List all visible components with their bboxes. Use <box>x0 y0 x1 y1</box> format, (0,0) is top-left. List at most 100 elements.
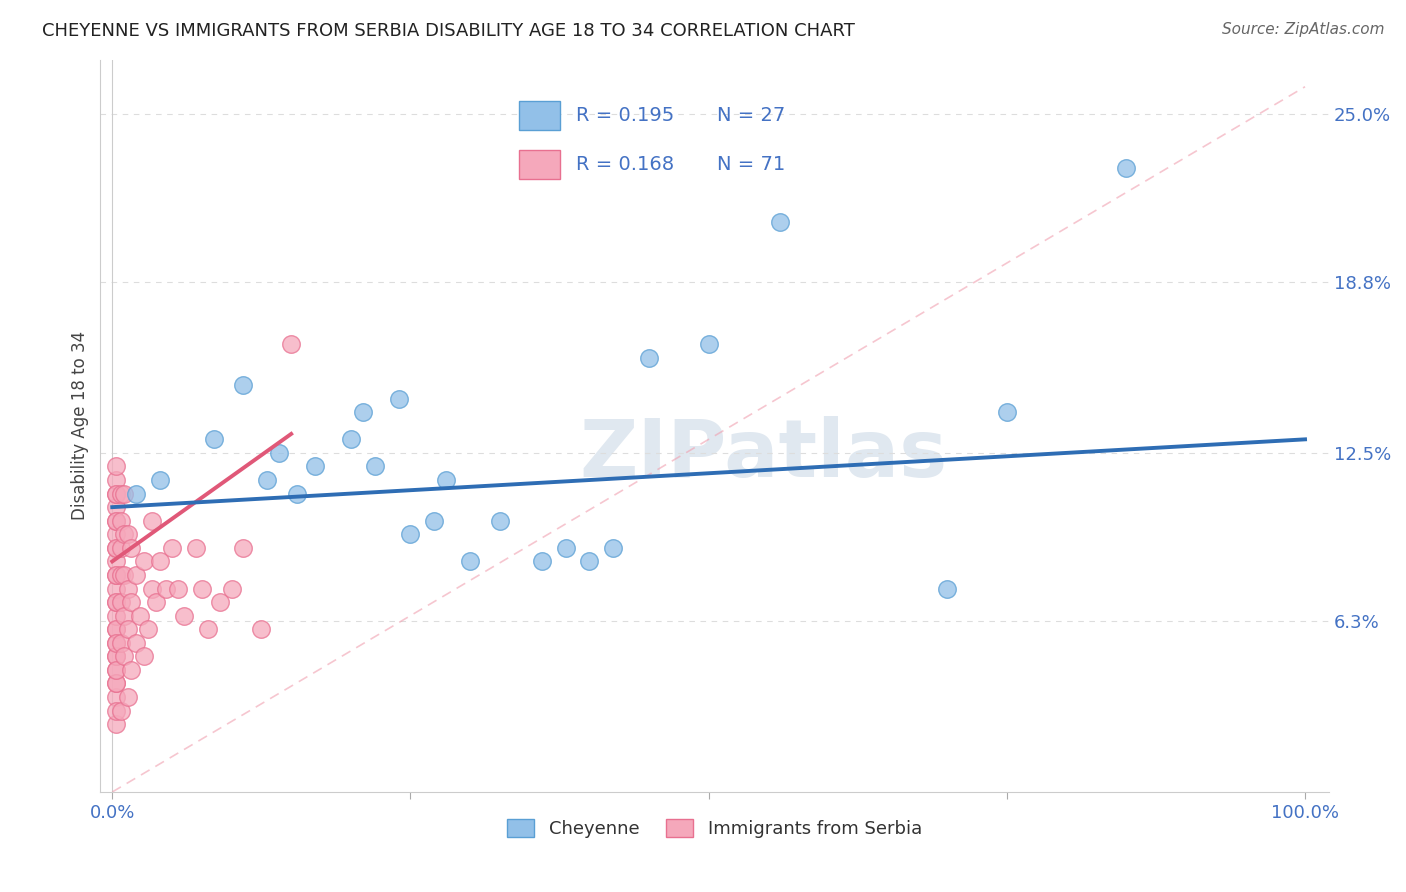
Point <box>434 473 457 487</box>
Point <box>104 663 127 677</box>
Point <box>208 595 231 609</box>
Point <box>155 582 177 596</box>
Point <box>458 554 481 568</box>
Point <box>104 514 127 528</box>
Point <box>1115 161 1137 175</box>
Point <box>120 541 142 555</box>
Point <box>489 514 512 528</box>
Point <box>285 486 308 500</box>
Point <box>104 568 127 582</box>
Point <box>250 622 273 636</box>
Point <box>117 622 139 636</box>
Point <box>110 568 132 582</box>
Point <box>104 636 127 650</box>
Point <box>363 459 385 474</box>
Text: CHEYENNE VS IMMIGRANTS FROM SERBIA DISABILITY AGE 18 TO 34 CORRELATION CHART: CHEYENNE VS IMMIGRANTS FROM SERBIA DISAB… <box>42 22 855 40</box>
Point <box>280 337 302 351</box>
Point <box>104 676 127 690</box>
Point <box>149 473 172 487</box>
Point <box>112 486 135 500</box>
Point <box>104 527 127 541</box>
Point <box>112 608 135 623</box>
Point <box>104 582 127 596</box>
Point <box>638 351 661 365</box>
Legend: Cheyenne, Immigrants from Serbia: Cheyenne, Immigrants from Serbia <box>501 812 929 846</box>
Point <box>602 541 624 555</box>
Point <box>197 622 219 636</box>
Point <box>120 595 142 609</box>
Y-axis label: Disability Age 18 to 34: Disability Age 18 to 34 <box>72 331 89 520</box>
Point <box>117 527 139 541</box>
Point <box>104 459 127 474</box>
Point <box>232 378 254 392</box>
Point <box>769 215 792 229</box>
Point <box>110 595 132 609</box>
Point <box>145 595 167 609</box>
Point <box>104 554 127 568</box>
Point <box>104 663 127 677</box>
Point <box>340 433 363 447</box>
Point <box>104 690 127 704</box>
Point <box>141 514 163 528</box>
Point <box>202 433 225 447</box>
Point <box>104 649 127 664</box>
Point <box>697 337 720 351</box>
Point <box>117 690 139 704</box>
Point <box>104 676 127 690</box>
Point <box>110 636 132 650</box>
Point <box>221 582 243 596</box>
Point <box>167 582 190 596</box>
Point <box>995 405 1018 419</box>
Point <box>128 608 150 623</box>
Point <box>125 486 148 500</box>
Point <box>160 541 183 555</box>
Point <box>104 622 127 636</box>
Point <box>554 541 576 555</box>
Point <box>134 554 156 568</box>
Point <box>190 582 212 596</box>
Point <box>125 636 148 650</box>
Point <box>423 514 446 528</box>
Point <box>104 486 127 500</box>
Point <box>149 554 172 568</box>
Point <box>387 392 409 406</box>
Point <box>110 514 132 528</box>
Point <box>304 459 326 474</box>
Point <box>104 541 127 555</box>
Point <box>112 649 135 664</box>
Point <box>104 704 127 718</box>
Text: Source: ZipAtlas.com: Source: ZipAtlas.com <box>1222 22 1385 37</box>
Point <box>269 446 291 460</box>
Point <box>120 663 142 677</box>
Point <box>184 541 207 555</box>
Point <box>112 527 135 541</box>
Point <box>136 622 159 636</box>
Point <box>141 582 163 596</box>
Point <box>104 514 127 528</box>
Point <box>125 568 148 582</box>
Point <box>117 582 139 596</box>
Point <box>352 405 374 419</box>
Point <box>104 568 127 582</box>
Point <box>232 541 254 555</box>
Point <box>134 649 156 664</box>
Point <box>399 527 422 541</box>
Point <box>104 717 127 731</box>
Point <box>110 704 132 718</box>
Point <box>104 486 127 500</box>
Text: ZIPatlas: ZIPatlas <box>579 416 948 494</box>
Point <box>173 608 195 623</box>
Point <box>104 636 127 650</box>
Point <box>104 622 127 636</box>
Point <box>256 473 278 487</box>
Point <box>112 568 135 582</box>
Point <box>578 554 600 568</box>
Point <box>104 595 127 609</box>
Point <box>104 500 127 515</box>
Point <box>110 541 132 555</box>
Point <box>530 554 553 568</box>
Point <box>104 595 127 609</box>
Point <box>104 649 127 664</box>
Point <box>104 541 127 555</box>
Point <box>110 486 132 500</box>
